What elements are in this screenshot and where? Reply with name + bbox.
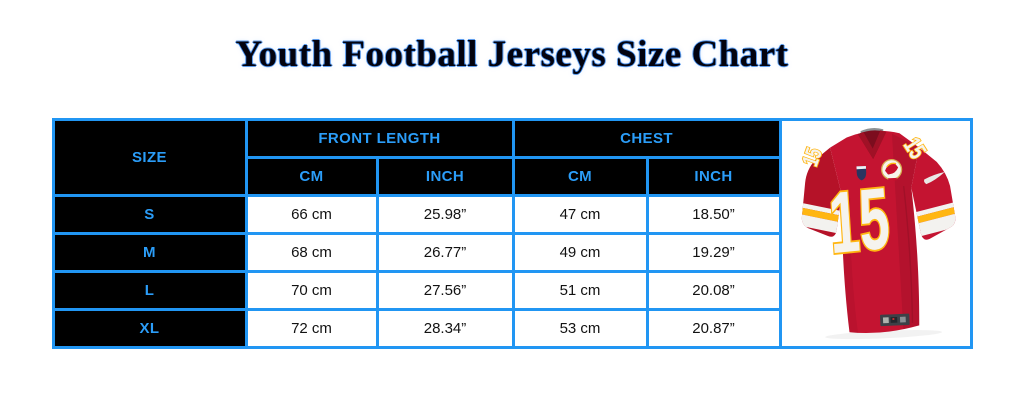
size-label: XL: [51, 308, 248, 349]
front-length-cm-header: CM: [244, 156, 379, 197]
size-table: SIZE FRONT LENGTH CHEST CM INCH CM INCH …: [51, 118, 782, 349]
chest-inch-value: 20.08”: [645, 270, 782, 311]
right-sleeve: [909, 147, 956, 240]
page-title: Youth Football Jerseys Size Chart: [235, 34, 789, 75]
chest-group-header: CHEST: [511, 118, 782, 159]
size-label: M: [51, 232, 248, 273]
front-length-inch-value: 25.98”: [375, 194, 515, 235]
size-label: L: [51, 270, 248, 311]
jersey-photo-panel: 15 15 15: [781, 118, 973, 349]
v-neck-collar: [857, 127, 886, 160]
front-length-cm-value: 66 cm: [244, 194, 379, 235]
left-sleeve: [798, 147, 843, 237]
size-chart-board: SIZE FRONT LENGTH CHEST CM INCH CM INCH …: [51, 118, 973, 349]
size-label: S: [51, 194, 248, 235]
nfl-shield-icon: [855, 165, 866, 181]
front-length-cm-value: 72 cm: [244, 308, 379, 349]
chest-inch-value: 20.87”: [645, 308, 782, 349]
chest-cm-value: 51 cm: [511, 270, 649, 311]
chest-cm-value: 47 cm: [511, 194, 649, 235]
left-cuff-stripes: [798, 201, 843, 235]
chest-cm-header: CM: [511, 156, 649, 197]
right-cuff-stripes: [909, 200, 956, 238]
chest-inch-header: INCH: [645, 156, 782, 197]
table-row-size-m: M 68 cm 26.77” 49 cm 19.29”: [51, 232, 782, 273]
swoosh-icon: [923, 171, 945, 185]
team-logo-patch: [880, 158, 902, 181]
table-header-row-groups: SIZE FRONT LENGTH CHEST: [51, 118, 782, 197]
table-row-size-l: L 70 cm 27.56” 51 cm 20.08”: [51, 270, 782, 311]
chest-cm-value: 49 cm: [511, 232, 649, 273]
front-length-cm-value: 68 cm: [244, 232, 379, 273]
jersey-image: 15 15 15: [796, 127, 956, 340]
size-column-header: SIZE: [51, 118, 248, 197]
front-length-inch-value: 26.77”: [375, 232, 515, 273]
chest-inch-value: 19.29”: [645, 232, 782, 273]
jock-tag: [879, 313, 910, 327]
table-row-size-s: S 66 cm 25.98” 47 cm 18.50”: [51, 194, 782, 235]
chest-number: 15: [826, 169, 892, 272]
front-length-group-header: FRONT LENGTH: [244, 118, 515, 159]
jersey-torso: [829, 130, 919, 334]
chest-inch-value: 18.50”: [645, 194, 782, 235]
front-length-inch-value: 27.56”: [375, 270, 515, 311]
table-row-size-xl: XL 72 cm 28.34” 53 cm 20.87”: [51, 308, 782, 349]
front-length-cm-value: 70 cm: [244, 270, 379, 311]
front-length-inch-value: 28.34”: [375, 308, 515, 349]
table-header-row-units: CM INCH CM INCH: [53, 156, 782, 197]
shadow: [824, 329, 942, 340]
chest-cm-value: 53 cm: [511, 308, 649, 349]
front-length-inch-header: INCH: [375, 156, 515, 197]
